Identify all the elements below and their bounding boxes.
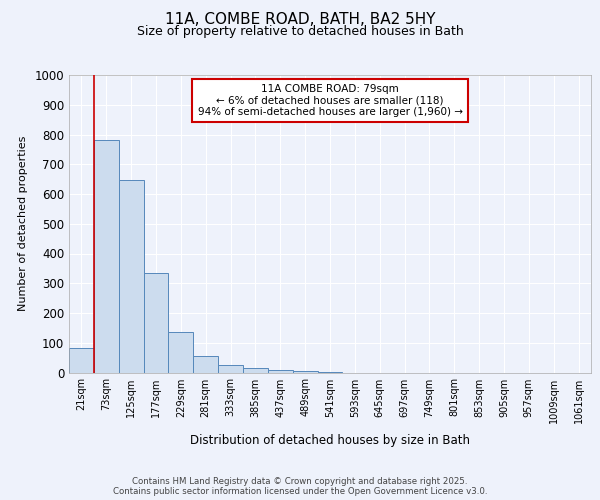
Text: 11A COMBE ROAD: 79sqm
← 6% of detached houses are smaller (118)
94% of semi-deta: 11A COMBE ROAD: 79sqm ← 6% of detached h… [197,84,463,117]
Bar [218,365,243,372]
Bar [169,332,193,372]
Text: 11A, COMBE ROAD, BATH, BA2 5HY: 11A, COMBE ROAD, BATH, BA2 5HY [165,12,435,28]
Y-axis label: Number of detached properties: Number of detached properties [17,136,28,312]
Bar [268,370,293,372]
Bar [243,368,268,372]
X-axis label: Distribution of detached houses by size in Bath: Distribution of detached houses by size … [190,434,470,446]
Text: Contains HM Land Registry data © Crown copyright and database right 2025.
Contai: Contains HM Land Registry data © Crown c… [113,476,487,496]
Bar [119,180,143,372]
Bar [143,273,169,372]
Bar [293,371,317,372]
Bar [94,140,119,372]
Bar [193,356,218,372]
Text: Size of property relative to detached houses in Bath: Size of property relative to detached ho… [137,25,463,38]
Bar [69,348,94,372]
